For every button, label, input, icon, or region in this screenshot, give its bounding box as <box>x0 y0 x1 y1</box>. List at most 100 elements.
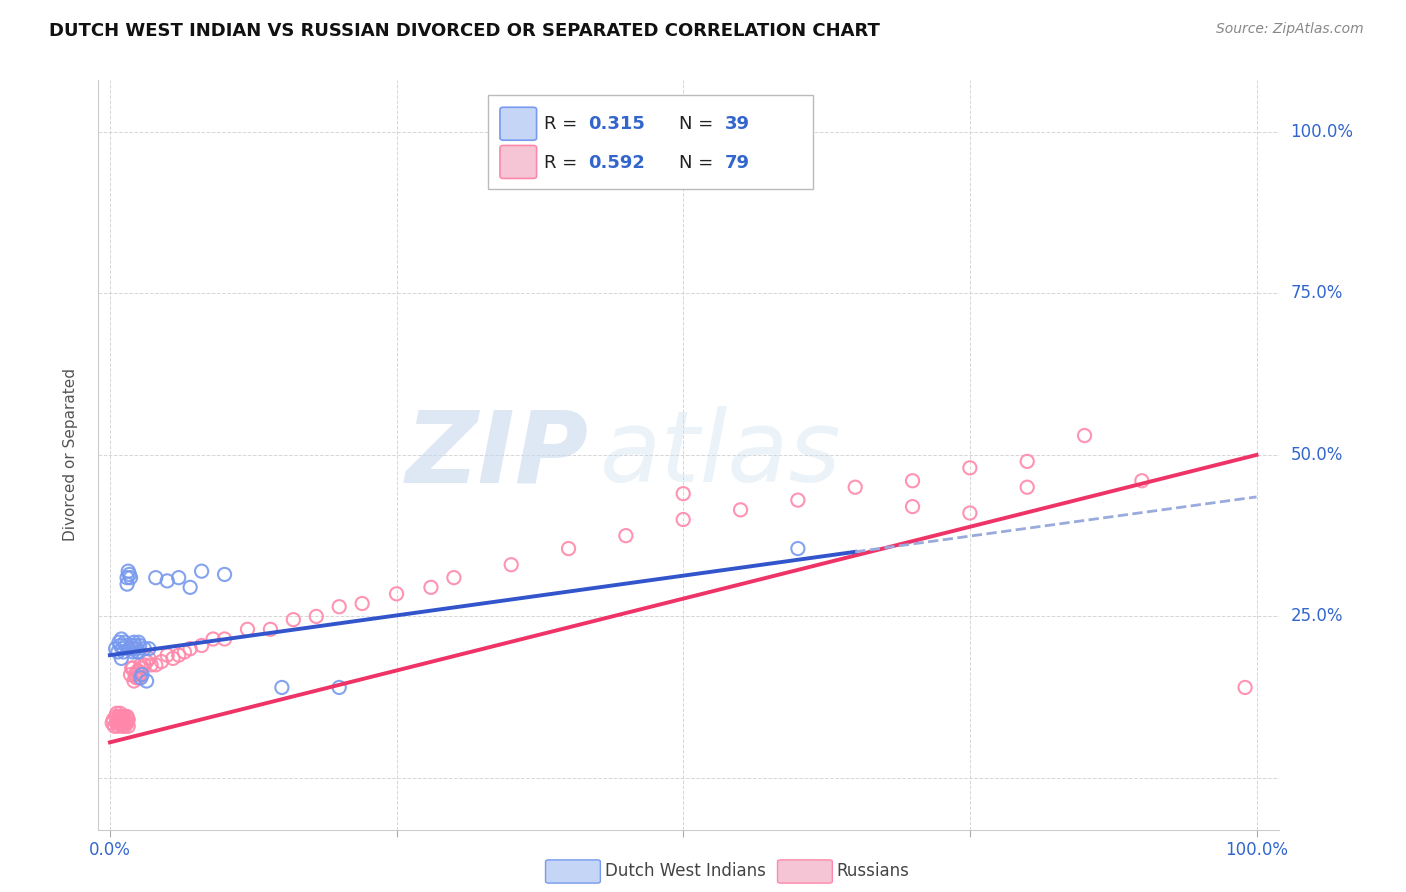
Point <box>124 667 146 681</box>
Point <box>786 541 808 556</box>
Point <box>236 623 259 637</box>
Text: 0.315: 0.315 <box>589 115 645 133</box>
Point <box>121 639 143 653</box>
Point <box>145 571 167 585</box>
Point <box>128 645 150 659</box>
Point <box>190 639 212 653</box>
Point <box>112 709 135 723</box>
Point <box>385 587 408 601</box>
Point <box>118 567 141 582</box>
Point <box>672 512 695 526</box>
Point <box>901 474 924 488</box>
Point <box>111 719 134 733</box>
Y-axis label: Divorced or Separated: Divorced or Separated <box>63 368 77 541</box>
Point <box>128 665 150 679</box>
Text: 50.0%: 50.0% <box>1291 446 1343 464</box>
Point <box>115 709 138 723</box>
Text: 75.0%: 75.0% <box>1291 285 1343 302</box>
Point <box>173 645 195 659</box>
Point <box>135 655 157 669</box>
Point <box>124 639 146 653</box>
Point <box>121 641 143 656</box>
Point <box>1234 681 1257 695</box>
Point <box>138 651 160 665</box>
Point <box>107 713 129 727</box>
Point <box>114 635 136 649</box>
Point <box>162 651 184 665</box>
Point <box>115 577 138 591</box>
Point <box>128 635 150 649</box>
Point <box>118 641 141 656</box>
Point <box>557 541 579 556</box>
Point <box>167 648 190 662</box>
Point <box>104 709 127 723</box>
Point <box>128 667 150 681</box>
Text: Source: ZipAtlas.com: Source: ZipAtlas.com <box>1216 22 1364 37</box>
Point <box>420 580 443 594</box>
Point <box>108 713 131 727</box>
Point <box>259 623 281 637</box>
Text: 100.0%: 100.0% <box>1291 123 1354 141</box>
Point <box>959 506 981 520</box>
Point <box>179 641 201 656</box>
Point <box>110 632 132 646</box>
Text: N =: N = <box>679 153 720 171</box>
Point <box>105 706 128 721</box>
Point <box>190 564 212 578</box>
Point <box>125 641 148 656</box>
FancyBboxPatch shape <box>501 107 537 140</box>
FancyBboxPatch shape <box>501 145 537 178</box>
Point <box>1017 454 1039 468</box>
Point <box>117 719 139 733</box>
Point <box>108 635 131 649</box>
Point <box>110 651 132 665</box>
Point <box>202 632 225 646</box>
Point <box>134 641 156 656</box>
Point <box>121 645 143 659</box>
Point <box>1073 428 1095 442</box>
Point <box>501 558 523 572</box>
Point <box>270 681 292 695</box>
FancyBboxPatch shape <box>488 95 813 189</box>
Point <box>121 661 143 675</box>
Point <box>730 503 752 517</box>
Point <box>112 645 135 659</box>
Point <box>111 713 134 727</box>
Text: 25.0%: 25.0% <box>1291 607 1343 625</box>
Point <box>141 657 163 672</box>
Point <box>214 632 236 646</box>
Point <box>214 567 236 582</box>
Point <box>108 709 131 723</box>
Point <box>107 719 129 733</box>
Point <box>959 460 981 475</box>
Point <box>122 673 145 688</box>
Text: 0.592: 0.592 <box>589 153 645 171</box>
Point <box>135 673 157 688</box>
Point <box>167 571 190 585</box>
Point <box>844 480 866 494</box>
Point <box>328 681 350 695</box>
Point <box>108 706 131 721</box>
Text: atlas: atlas <box>600 407 842 503</box>
Point <box>156 574 179 588</box>
Point <box>107 645 129 659</box>
Point <box>283 613 305 627</box>
Point <box>305 609 328 624</box>
Point <box>138 641 160 656</box>
Point <box>134 657 156 672</box>
Text: Russians: Russians <box>837 863 910 880</box>
Point <box>114 719 136 733</box>
Point <box>125 671 148 685</box>
Point <box>1130 474 1153 488</box>
Point <box>105 716 128 731</box>
Point <box>145 657 167 672</box>
Point <box>112 716 135 731</box>
Point <box>111 641 134 656</box>
Point <box>101 716 124 731</box>
Point <box>103 713 125 727</box>
Point <box>110 709 132 723</box>
Text: R =: R = <box>544 115 582 133</box>
Point <box>614 529 637 543</box>
Text: ZIP: ZIP <box>405 407 589 503</box>
Point <box>131 667 153 681</box>
